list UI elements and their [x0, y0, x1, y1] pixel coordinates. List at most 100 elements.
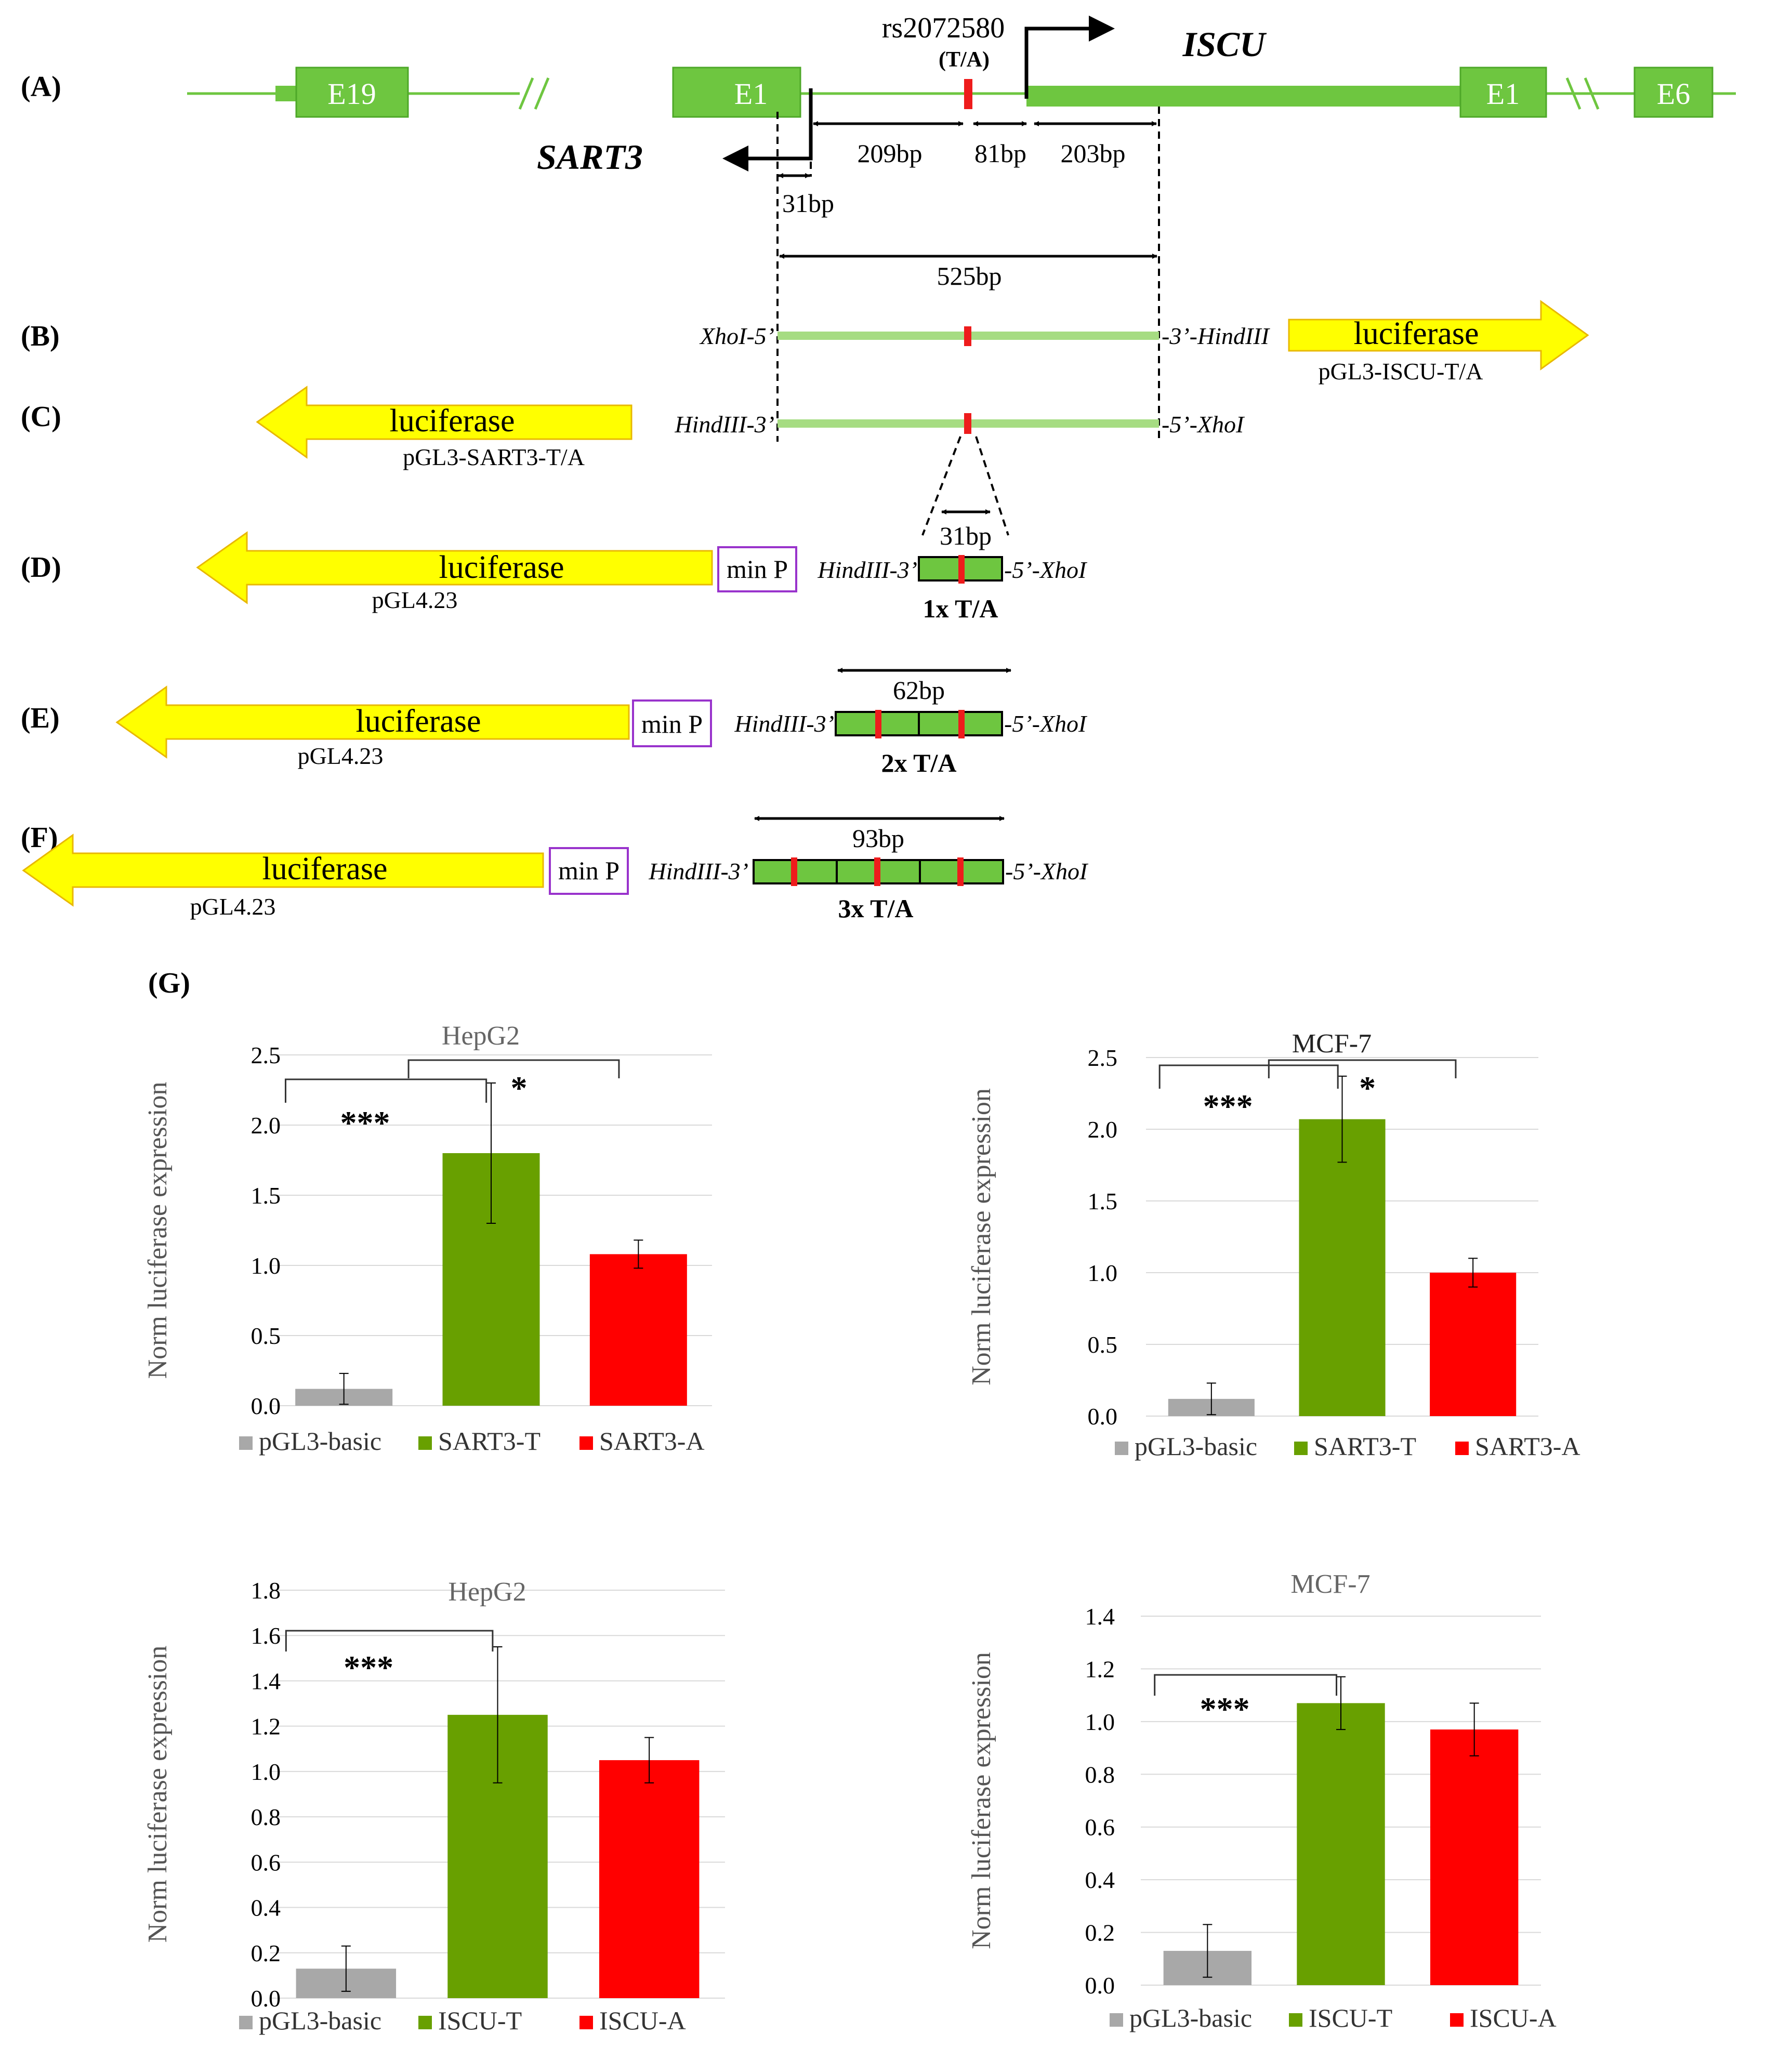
y-tick-label: 1.5: [251, 1182, 281, 1209]
significance-stars: *: [1359, 1069, 1376, 1106]
construct-c-plasmid: pGL3-SART3-T/A: [403, 444, 585, 470]
panel-label-b: (B): [21, 320, 60, 352]
y-tick-label: 2.5: [1088, 1045, 1118, 1071]
panel-label-a: (A): [21, 71, 61, 103]
construct-f-len: 93bp: [852, 824, 904, 853]
construct-f-minp: min P: [558, 856, 620, 885]
construct-e-left-site: HindIII-3’: [734, 710, 834, 737]
construct-f-copies: 3x T/A: [838, 894, 914, 923]
construct-e-reporter: luciferase: [356, 704, 481, 739]
zoom-dashes: [921, 436, 1009, 536]
legend-label: SART3-A: [1475, 1432, 1580, 1461]
construct-b-plasmid: pGL3-ISCU-T/A: [1319, 358, 1483, 385]
construct-f: luciferase pGL4.23 min P HindIII-3’ -5’-…: [22, 816, 1089, 923]
y-tick-label: 0.5: [1088, 1331, 1118, 1358]
chart-2: 0.0 0.5 1.0 1.5 2.0 2.5 MCF-7 Norm luciferase e…: [967, 1029, 1580, 1461]
y-tick-label: 1.6: [251, 1622, 281, 1649]
exon-e1-iscu-label: E1: [1486, 77, 1520, 111]
chart-title: MCF-7: [1290, 1569, 1370, 1599]
construct-d-left-site: HindIII-3’: [817, 557, 917, 583]
construct-d-copies: 1x T/A: [923, 594, 998, 623]
iscu-tss-line: [1024, 27, 1089, 99]
bar-sart3-t: [1299, 1119, 1386, 1416]
y-axis-label: Norm luciferase expression: [967, 1088, 996, 1385]
bar-iscu-t: [1297, 1703, 1385, 1985]
chart-4: 0.0 0.2 0.4 0.6 0.8 1.0 1.2 1.4 MCF-7 Norm lucife…: [967, 1569, 1557, 2032]
y-tick-label: 0.0: [1088, 1403, 1118, 1430]
y-tick-label: 2.5: [251, 1042, 281, 1068]
chart-title: HepG2: [442, 1021, 520, 1051]
construct-f-snp-1: [791, 857, 797, 886]
y-tick-label: 0.2: [251, 1940, 281, 1966]
significance-stars: ***: [1200, 1690, 1250, 1727]
construct-b-reporter: luciferase: [1354, 316, 1479, 351]
bar-sart3-a: [1430, 1273, 1517, 1416]
y-tick-label: 0.0: [251, 1985, 281, 2012]
significance-stars: *: [510, 1069, 527, 1106]
panel-label-g: (G): [148, 967, 190, 999]
iscu-utr: [1026, 86, 1460, 107]
y-tick-label: 0.4: [1085, 1867, 1115, 1893]
gene-map: E19 E1 E1 E6 rs2072580 (T/A) ISCU SART3: [187, 12, 1736, 442]
y-axis-label: Norm luciferase expression: [967, 1652, 996, 1949]
chart-title: HepG2: [448, 1577, 526, 1607]
legend-swatch: [1110, 2013, 1123, 2027]
guide-dashes: [776, 107, 1160, 442]
y-tick-label: 0.0: [251, 1393, 281, 1419]
y-tick-label: 1.2: [1085, 1656, 1115, 1682]
construct-f-right-site: -5’-XhoI: [1005, 858, 1089, 884]
chart-title: MCF-7: [1292, 1029, 1372, 1059]
construct-d: luciferase pGL4.23 min P HindIII-3’ -5’-…: [196, 509, 1088, 623]
construct-d-minp-box: [717, 546, 797, 592]
construct-d-minp: min P: [727, 554, 788, 584]
dist-31-label: 31bp: [782, 189, 834, 218]
legend-swatch: [1294, 1442, 1308, 1455]
dist-203-label: 203bp: [1061, 139, 1126, 168]
panel-label-d: (D): [21, 551, 61, 584]
chart-3: 0.0 0.2 0.4 0.6 0.8 1.0 1.2 1.4 1.6 1.8 HepG2 Norm …: [143, 1577, 725, 2035]
y-tick-label: 2.0: [1088, 1116, 1118, 1143]
iscu-tss-arrowhead: [1089, 16, 1115, 42]
construct-e-minp: min P: [641, 709, 703, 738]
construct-d-reporter: luciferase: [439, 550, 564, 585]
construct-b-luciferase-arrow: [1288, 300, 1589, 371]
construct-c-reporter: luciferase: [390, 403, 515, 439]
y-tick-label: 0.0: [1085, 1972, 1115, 1999]
construct-c: HindIII-3’ -5’-XhoI luciferase pGL3-SART…: [256, 386, 1245, 536]
construct-f-reporter: luciferase: [262, 851, 388, 887]
construct-b-left-site: XhoI-5’: [699, 323, 774, 349]
dist-81-label: 81bp: [974, 139, 1026, 168]
construct-d-luciferase-arrow: [196, 531, 713, 604]
snp-alleles: (T/A): [939, 48, 990, 72]
y-tick-label: 0.4: [251, 1895, 281, 1921]
y-tick-label: 0.5: [251, 1323, 281, 1349]
y-tick-label: 1.0: [251, 1252, 281, 1279]
construct-e-copies: 2x T/A: [881, 748, 957, 777]
exon-e1-sart3: [672, 67, 801, 118]
construct-e-right-site: -5’-XhoI: [1004, 710, 1088, 737]
bar-iscu-a: [1430, 1729, 1519, 1985]
legend-label: SART3-A: [599, 1426, 705, 1456]
snp-marker: [964, 79, 972, 109]
legend-label: ISCU-A: [599, 2006, 686, 2035]
legend-swatch: [579, 1436, 593, 1450]
construct-e: luciferase pGL4.23 min P HindIII-3’ -5’-…: [115, 668, 1088, 777]
construct-e-minp-box: [632, 699, 712, 747]
dist-525-label: 525bp: [937, 261, 1002, 290]
y-tick-label: 1.4: [251, 1668, 281, 1694]
legend-swatch: [418, 2016, 432, 2029]
snp-name: rs2072580: [882, 12, 1005, 44]
y-tick-label: 0.8: [1085, 1761, 1115, 1788]
exon-e19-label: E19: [327, 77, 376, 111]
construct-e-snp-2: [958, 710, 965, 738]
construct-e-plasmid: pGL4.23: [298, 743, 384, 769]
legend-swatch: [239, 2016, 253, 2029]
break-marks-right: [1565, 77, 1600, 110]
construct-b: XhoI-5’ -3’-HindIII luciferase pGL3-ISCU…: [699, 300, 1589, 385]
construct-c-right-site: -5’-XhoI: [1162, 411, 1245, 438]
construct-d-len: 31bp: [940, 521, 992, 550]
sart3-tss-arrowhead: [722, 146, 748, 171]
legend-label: pGL3-basic: [259, 2006, 381, 2035]
significance-bracket: [1154, 1674, 1338, 1696]
